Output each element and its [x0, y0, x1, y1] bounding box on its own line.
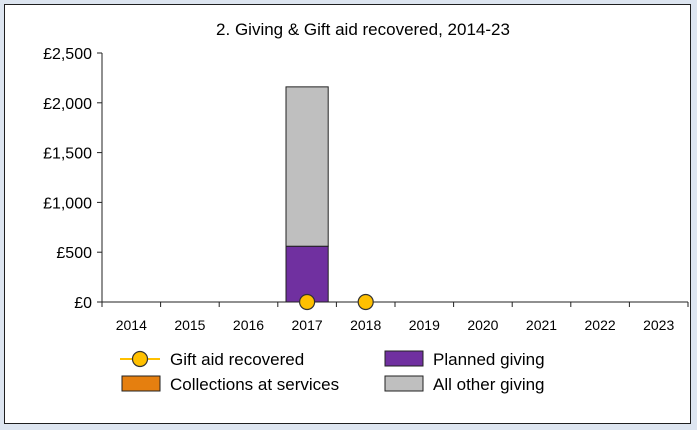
x-tick-label: 2019 — [409, 317, 440, 333]
x-tick-label: 2020 — [467, 317, 498, 333]
y-tick-label: £500 — [56, 245, 92, 262]
x-tick-label: 2021 — [526, 317, 557, 333]
y-tick-label: £2,500 — [43, 46, 92, 63]
chart-svg: 2. Giving & Gift aid recovered, 2014-23 … — [43, 20, 689, 394]
x-tick-label: 2018 — [350, 317, 381, 333]
x-tick-label: 2014 — [116, 317, 147, 333]
y-tick-label: £2,000 — [43, 96, 92, 113]
legend-gift-aid-marker — [131, 350, 149, 368]
legend-label-all-other-giving: All other giving — [433, 375, 545, 394]
legend-swatch-all-other-giving — [384, 375, 424, 392]
x-tick-label: 2023 — [643, 317, 674, 333]
legend: Gift aid recovered Planned giving Collecti… — [120, 350, 545, 394]
legend-label-planned-giving: Planned giving — [433, 350, 545, 369]
x-tick-label: 2017 — [292, 317, 323, 333]
gift-aid-point — [299, 293, 316, 311]
chart-title: 2. Giving & Gift aid recovered, 2014-23 — [216, 20, 510, 39]
plot-area: £0 £500 £1,000 £1,500 £2,000 £2,500 2014 2015 20… — [43, 46, 689, 333]
bar-planned-giving — [285, 245, 329, 303]
legend-label-gift-aid-recovered: Gift aid recovered — [170, 350, 304, 369]
y-tick-label: £1,000 — [43, 195, 92, 212]
legend-swatch-planned-giving — [384, 350, 424, 367]
chart-frame: 2. Giving & Gift aid recovered, 2014-23 … — [4, 4, 691, 424]
y-tick-label: £1,500 — [43, 146, 92, 163]
x-tick-label: 2022 — [585, 317, 616, 333]
y-tick-label: £0 — [74, 295, 92, 312]
legend-label-collections-at-services: Collections at services — [170, 375, 339, 394]
gift-aid-point — [357, 293, 374, 311]
x-tick-label: 2016 — [233, 317, 264, 333]
x-tick-label: 2015 — [174, 317, 205, 333]
bar-all-other-giving — [285, 86, 329, 247]
legend-swatch-collections-at-services — [121, 375, 161, 392]
